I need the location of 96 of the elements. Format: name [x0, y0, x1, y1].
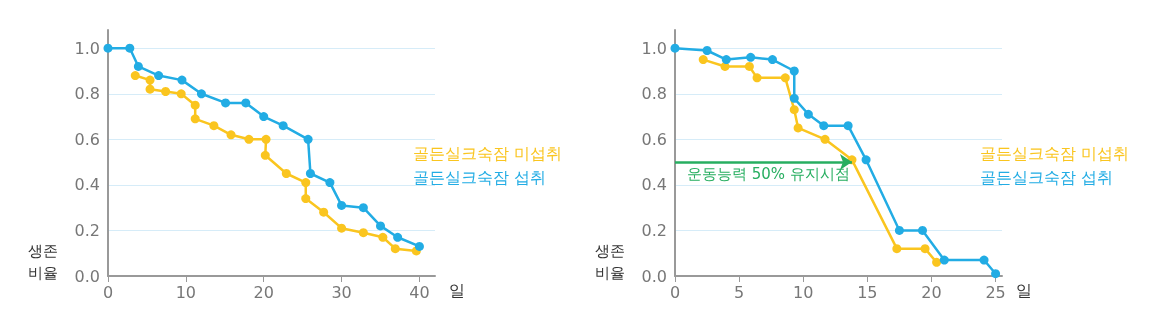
x-tick-label: 25 [985, 282, 1006, 302]
point [259, 112, 269, 122]
x-tick-label: 5 [734, 282, 745, 302]
point [819, 121, 829, 131]
point [376, 221, 385, 231]
point [918, 225, 927, 235]
point [920, 244, 930, 254]
point [130, 71, 140, 81]
y-tick-label: 0.2 [74, 220, 100, 240]
x-axis-title: 일 [1016, 280, 1032, 300]
point [702, 46, 712, 55]
point [337, 223, 347, 233]
point [789, 66, 799, 76]
point [260, 150, 270, 160]
point [698, 55, 708, 65]
point [861, 155, 871, 165]
point [133, 61, 143, 71]
point [103, 43, 113, 53]
point [767, 55, 777, 65]
y-axis-title: 생존 비율 [28, 242, 58, 282]
y-tick-label: 0.8 [74, 84, 100, 104]
y-tick-label: 0.0 [641, 266, 667, 286]
point [744, 61, 754, 71]
point [209, 121, 219, 131]
point [221, 98, 231, 108]
point [979, 255, 989, 265]
text: 골든실크숙잠 미섭취 [412, 143, 563, 163]
text: 골든실크숙잠 미섭취 [979, 143, 1130, 163]
point [325, 178, 335, 188]
point [820, 134, 830, 144]
point [303, 134, 313, 144]
point [301, 194, 311, 204]
x-tick-label: 0 [669, 282, 681, 302]
point [414, 241, 424, 251]
point [780, 73, 790, 83]
point [803, 109, 813, 119]
point [161, 87, 171, 96]
x-tick-label: 40 [409, 282, 430, 302]
point [939, 255, 949, 265]
point [752, 73, 762, 83]
point [721, 55, 731, 65]
point [241, 98, 251, 108]
y-tick-label: 0.8 [641, 84, 667, 104]
x-tick-label: 10 [793, 282, 814, 302]
point [278, 121, 288, 131]
point [261, 134, 271, 144]
y-tick-label: 0.4 [74, 175, 100, 195]
point [305, 169, 315, 178]
point [789, 93, 799, 103]
text: 골든실크숙잠 섭취 [979, 167, 1114, 187]
point [793, 123, 803, 133]
y-tick-label: 0.0 [74, 266, 100, 286]
point [176, 89, 186, 99]
point [196, 89, 206, 99]
y-tick-label: 1.0 [641, 38, 667, 58]
x-tick-label: 20 [921, 282, 942, 302]
y-axis-title: 생존 비율 [595, 242, 625, 282]
point [358, 228, 368, 238]
point [789, 105, 799, 115]
point [319, 207, 329, 217]
y-tick-label: 0.2 [641, 220, 667, 240]
x-tick-label: 0 [102, 282, 114, 302]
text: 골든실크숙잠 섭취 [412, 167, 547, 187]
x-tick-label: 10 [175, 282, 197, 302]
point [177, 75, 187, 85]
point [244, 134, 254, 144]
y-tick-label: 0.4 [641, 175, 667, 195]
annotation: 운동능력 50% 유지시점 [687, 164, 850, 183]
point [125, 43, 135, 53]
x-tick-label: 30 [331, 282, 352, 302]
point [746, 52, 756, 62]
point [226, 130, 236, 140]
point [932, 257, 942, 267]
point [337, 200, 347, 210]
point [145, 84, 155, 94]
y-tick-label: 0.6 [74, 129, 100, 149]
point [154, 71, 164, 81]
x-tick-label: 20 [253, 282, 274, 302]
point [190, 100, 200, 110]
point [378, 232, 388, 242]
point [894, 225, 904, 235]
x-tick-label: 15 [857, 282, 878, 302]
point [145, 75, 155, 85]
y-tick-label: 0.6 [641, 129, 667, 149]
point [892, 244, 902, 254]
x-axis-title: 일 [449, 280, 465, 300]
point [301, 178, 311, 188]
y-tick-label: 1.0 [74, 38, 100, 58]
point [843, 121, 853, 131]
point [670, 43, 680, 53]
point [390, 244, 400, 254]
point [281, 169, 291, 178]
point [190, 114, 200, 124]
point [393, 232, 403, 242]
point [358, 203, 368, 213]
point [991, 269, 1001, 279]
